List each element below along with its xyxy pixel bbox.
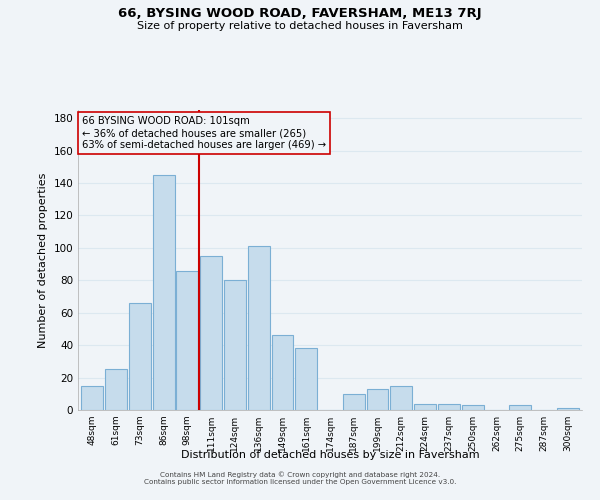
Y-axis label: Number of detached properties: Number of detached properties <box>38 172 48 348</box>
Text: Contains HM Land Registry data © Crown copyright and database right 2024.
Contai: Contains HM Land Registry data © Crown c… <box>144 472 456 485</box>
Bar <box>152 175 175 410</box>
Text: 66 BYSING WOOD ROAD: 101sqm
← 36% of detached houses are smaller (265)
63% of se: 66 BYSING WOOD ROAD: 101sqm ← 36% of det… <box>82 116 326 150</box>
Bar <box>367 389 388 410</box>
Bar <box>82 386 103 410</box>
Bar <box>509 405 531 410</box>
Bar <box>391 386 412 410</box>
Text: Size of property relative to detached houses in Faversham: Size of property relative to detached ho… <box>137 21 463 31</box>
Bar <box>272 336 293 410</box>
Bar <box>295 348 317 410</box>
Bar <box>200 256 222 410</box>
Bar <box>343 394 365 410</box>
Text: 66, BYSING WOOD ROAD, FAVERSHAM, ME13 7RJ: 66, BYSING WOOD ROAD, FAVERSHAM, ME13 7R… <box>118 8 482 20</box>
Bar <box>176 270 198 410</box>
Bar <box>224 280 246 410</box>
Bar <box>105 370 127 410</box>
Bar <box>462 405 484 410</box>
Bar <box>414 404 436 410</box>
Text: Distribution of detached houses by size in Faversham: Distribution of detached houses by size … <box>181 450 479 460</box>
Bar <box>438 404 460 410</box>
Bar <box>557 408 578 410</box>
Bar <box>129 303 151 410</box>
Bar <box>248 246 269 410</box>
